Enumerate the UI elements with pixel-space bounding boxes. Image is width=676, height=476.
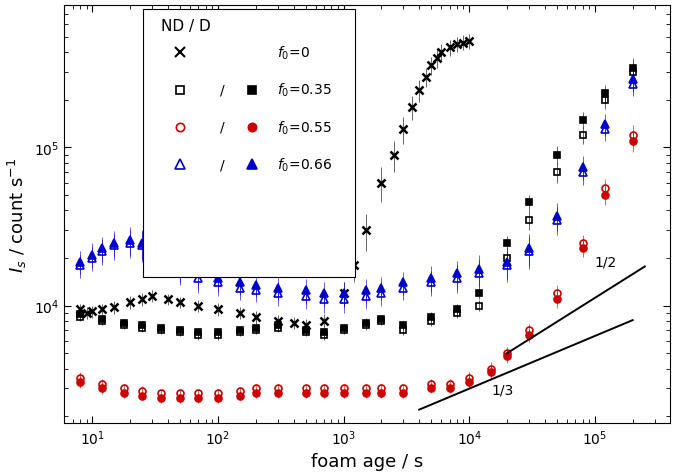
Text: $f_0$=0.35: $f_0$=0.35: [276, 82, 331, 99]
Text: ND / D: ND / D: [162, 19, 211, 34]
Text: $f_0$=0: $f_0$=0: [276, 44, 310, 62]
Text: $f_0$=0.55: $f_0$=0.55: [276, 119, 331, 136]
Text: /: /: [220, 158, 224, 172]
Text: /: /: [220, 120, 224, 135]
Text: 1/3: 1/3: [491, 382, 514, 396]
Bar: [143, 10, 356, 277]
Text: 1/2: 1/2: [595, 255, 617, 268]
Text: $f_0$=0.66: $f_0$=0.66: [276, 156, 332, 174]
X-axis label: foam age / s: foam age / s: [312, 453, 424, 470]
Y-axis label: $I_s$ / count s$^{-1}$: $I_s$ / count s$^{-1}$: [5, 157, 28, 272]
Text: /: /: [220, 83, 224, 97]
